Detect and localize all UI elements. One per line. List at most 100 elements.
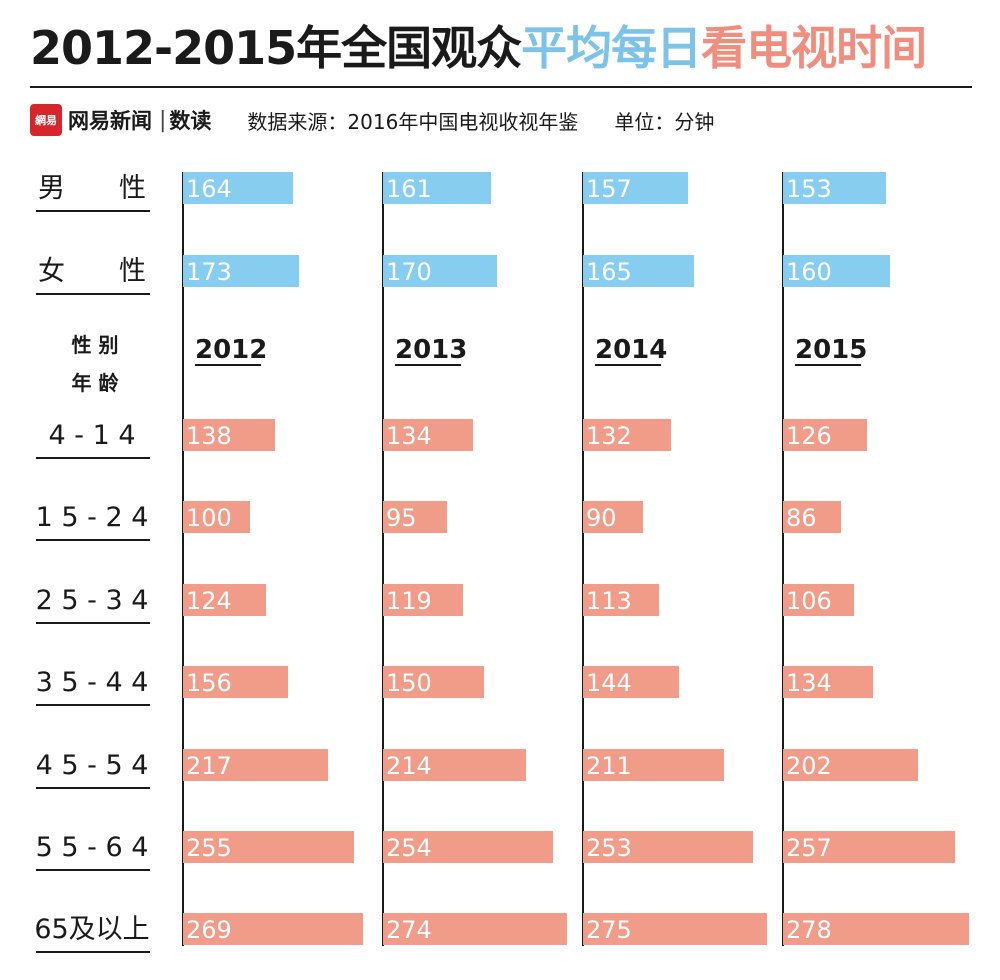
age-bar-5-2013	[383, 831, 553, 863]
age-value-label-5-2014: 253	[586, 834, 632, 862]
age-bar-4-2014	[583, 749, 724, 781]
age-value-label-1-2014: 90	[586, 504, 617, 532]
age-bar-3-2015	[783, 666, 873, 698]
age-bar-3-2013	[383, 666, 484, 698]
age-bar-0-2014	[583, 419, 671, 451]
gender-bar-0-2015	[783, 172, 886, 204]
age-value-label-2-2015: 106	[786, 587, 832, 615]
age-value-label-4-2012: 217	[186, 752, 232, 780]
age-value-label-3-2014: 144	[586, 669, 632, 697]
age-bar-5-2015	[783, 831, 955, 863]
age-value-label-2-2013: 119	[386, 587, 432, 615]
age-label-6: 65及以上	[34, 914, 149, 945]
page-title: 2012-2015年全国观众平均每日看电视时间	[30, 18, 927, 78]
age-bar-2-2015	[783, 584, 854, 616]
age-bar-2-2012	[183, 584, 266, 616]
age-header-label: 年 龄	[72, 371, 120, 395]
age-value-label-6-2014: 275	[586, 916, 632, 944]
gender-bar-0-2014	[583, 172, 688, 204]
age-bar-6-2013	[383, 913, 567, 945]
age-value-label-6-2012: 269	[186, 916, 232, 944]
age-bar-5-2014	[583, 831, 753, 863]
gender-value-label-0-2012: 164	[186, 175, 232, 203]
age-bar-6-2015	[783, 913, 969, 945]
age-value-label-0-2014: 132	[586, 422, 632, 450]
gender-bar-0-2013	[383, 172, 491, 204]
age-value-label-6-2015: 278	[786, 916, 832, 944]
title-part-2: 平均每日	[521, 21, 702, 75]
source-line: 網易 网易新闻 | 数读 数据来源：2016年中国电视收视年鉴 单位：分钟	[30, 104, 714, 136]
age-value-label-1-2015: 86	[786, 504, 817, 532]
age-value-label-5-2012: 255	[186, 834, 232, 862]
age-value-label-0-2013: 134	[386, 422, 432, 450]
age-bar-0-2013	[383, 419, 473, 451]
gender-value-label-1-2015: 160	[786, 258, 832, 286]
title-part-3: 看电视时间	[701, 21, 927, 75]
gender-bar-1-2012	[183, 255, 299, 287]
gender-bar-1-2014	[583, 255, 694, 287]
age-bar-6-2012	[183, 913, 363, 945]
age-bar-1-2014	[583, 501, 643, 533]
age-value-label-1-2012: 100	[186, 504, 232, 532]
age-value-label-6-2013: 274	[386, 916, 432, 944]
age-bar-4-2013	[383, 749, 526, 781]
year-label-2013: 2013	[395, 335, 467, 365]
gender-value-label-1-2013: 170	[386, 258, 432, 286]
age-value-label-3-2012: 156	[186, 669, 232, 697]
age-bar-0-2015	[783, 419, 867, 451]
age-bar-0-2012	[183, 419, 275, 451]
brand-sub: 数读	[169, 109, 212, 133]
age-bar-4-2015	[783, 749, 918, 781]
gender-label-1: 女 性	[38, 256, 146, 287]
gender-value-label-1-2014: 165	[586, 258, 632, 286]
age-value-label-3-2015: 134	[786, 669, 832, 697]
gender-value-label-0-2013: 161	[386, 175, 432, 203]
title-part-1: 2012-2015年全国观众	[30, 21, 522, 75]
gender-value-label-0-2014: 157	[586, 175, 632, 203]
year-label-2012: 2012	[195, 335, 267, 365]
gender-bar-1-2013	[383, 255, 497, 287]
age-bar-3-2012	[183, 666, 288, 698]
age-bar-3-2014	[583, 666, 679, 698]
age-bar-6-2014	[583, 913, 767, 945]
age-value-label-4-2015: 202	[786, 752, 832, 780]
age-label-2: 2 5 - 3 4	[36, 585, 149, 616]
age-label-1: 1 5 - 2 4	[36, 502, 149, 533]
age-label-5: 5 5 - 6 4	[36, 832, 149, 863]
age-value-label-5-2013: 254	[386, 834, 432, 862]
gender-header-label: 性 别	[72, 333, 119, 357]
age-bar-1-2012	[183, 501, 250, 533]
gender-bar-1-2015	[783, 255, 890, 287]
age-value-label-2-2012: 124	[186, 587, 232, 615]
brand-separator: |	[159, 107, 167, 133]
age-bar-5-2012	[183, 831, 354, 863]
age-bar-1-2013	[383, 501, 447, 533]
age-value-label-5-2015: 257	[786, 834, 832, 862]
age-value-label-1-2013: 95	[386, 504, 417, 532]
brand-name: 网易新闻	[68, 109, 152, 133]
gender-label-0: 男 性	[38, 173, 146, 204]
age-value-label-4-2013: 214	[386, 752, 432, 780]
age-value-label-4-2014: 211	[586, 752, 632, 780]
age-label-0: 4 - 1 4	[48, 420, 135, 451]
age-label-3: 3 5 - 4 4	[36, 667, 149, 698]
year-label-2014: 2014	[595, 335, 667, 365]
gender-value-label-1-2012: 173	[186, 258, 232, 286]
age-bar-2-2014	[583, 584, 659, 616]
title-divider	[30, 86, 972, 88]
data-source: 数据来源：2016年中国电视收视年鉴	[247, 109, 579, 134]
year-label-2015: 2015	[795, 335, 867, 365]
netease-logo-icon: 網易	[30, 104, 62, 136]
age-bar-4-2012	[183, 749, 328, 781]
gender-bar-0-2012	[183, 172, 293, 204]
age-label-4: 4 5 - 5 4	[36, 750, 149, 781]
age-value-label-0-2015: 126	[786, 422, 832, 450]
age-value-label-3-2013: 150	[386, 669, 432, 697]
age-value-label-2-2014: 113	[586, 587, 632, 615]
age-bar-1-2015	[783, 501, 841, 533]
age-value-label-0-2012: 138	[186, 422, 232, 450]
age-bar-2-2013	[383, 584, 463, 616]
unit-label: 单位：分钟	[614, 109, 715, 134]
gender-value-label-0-2015: 153	[786, 175, 832, 203]
